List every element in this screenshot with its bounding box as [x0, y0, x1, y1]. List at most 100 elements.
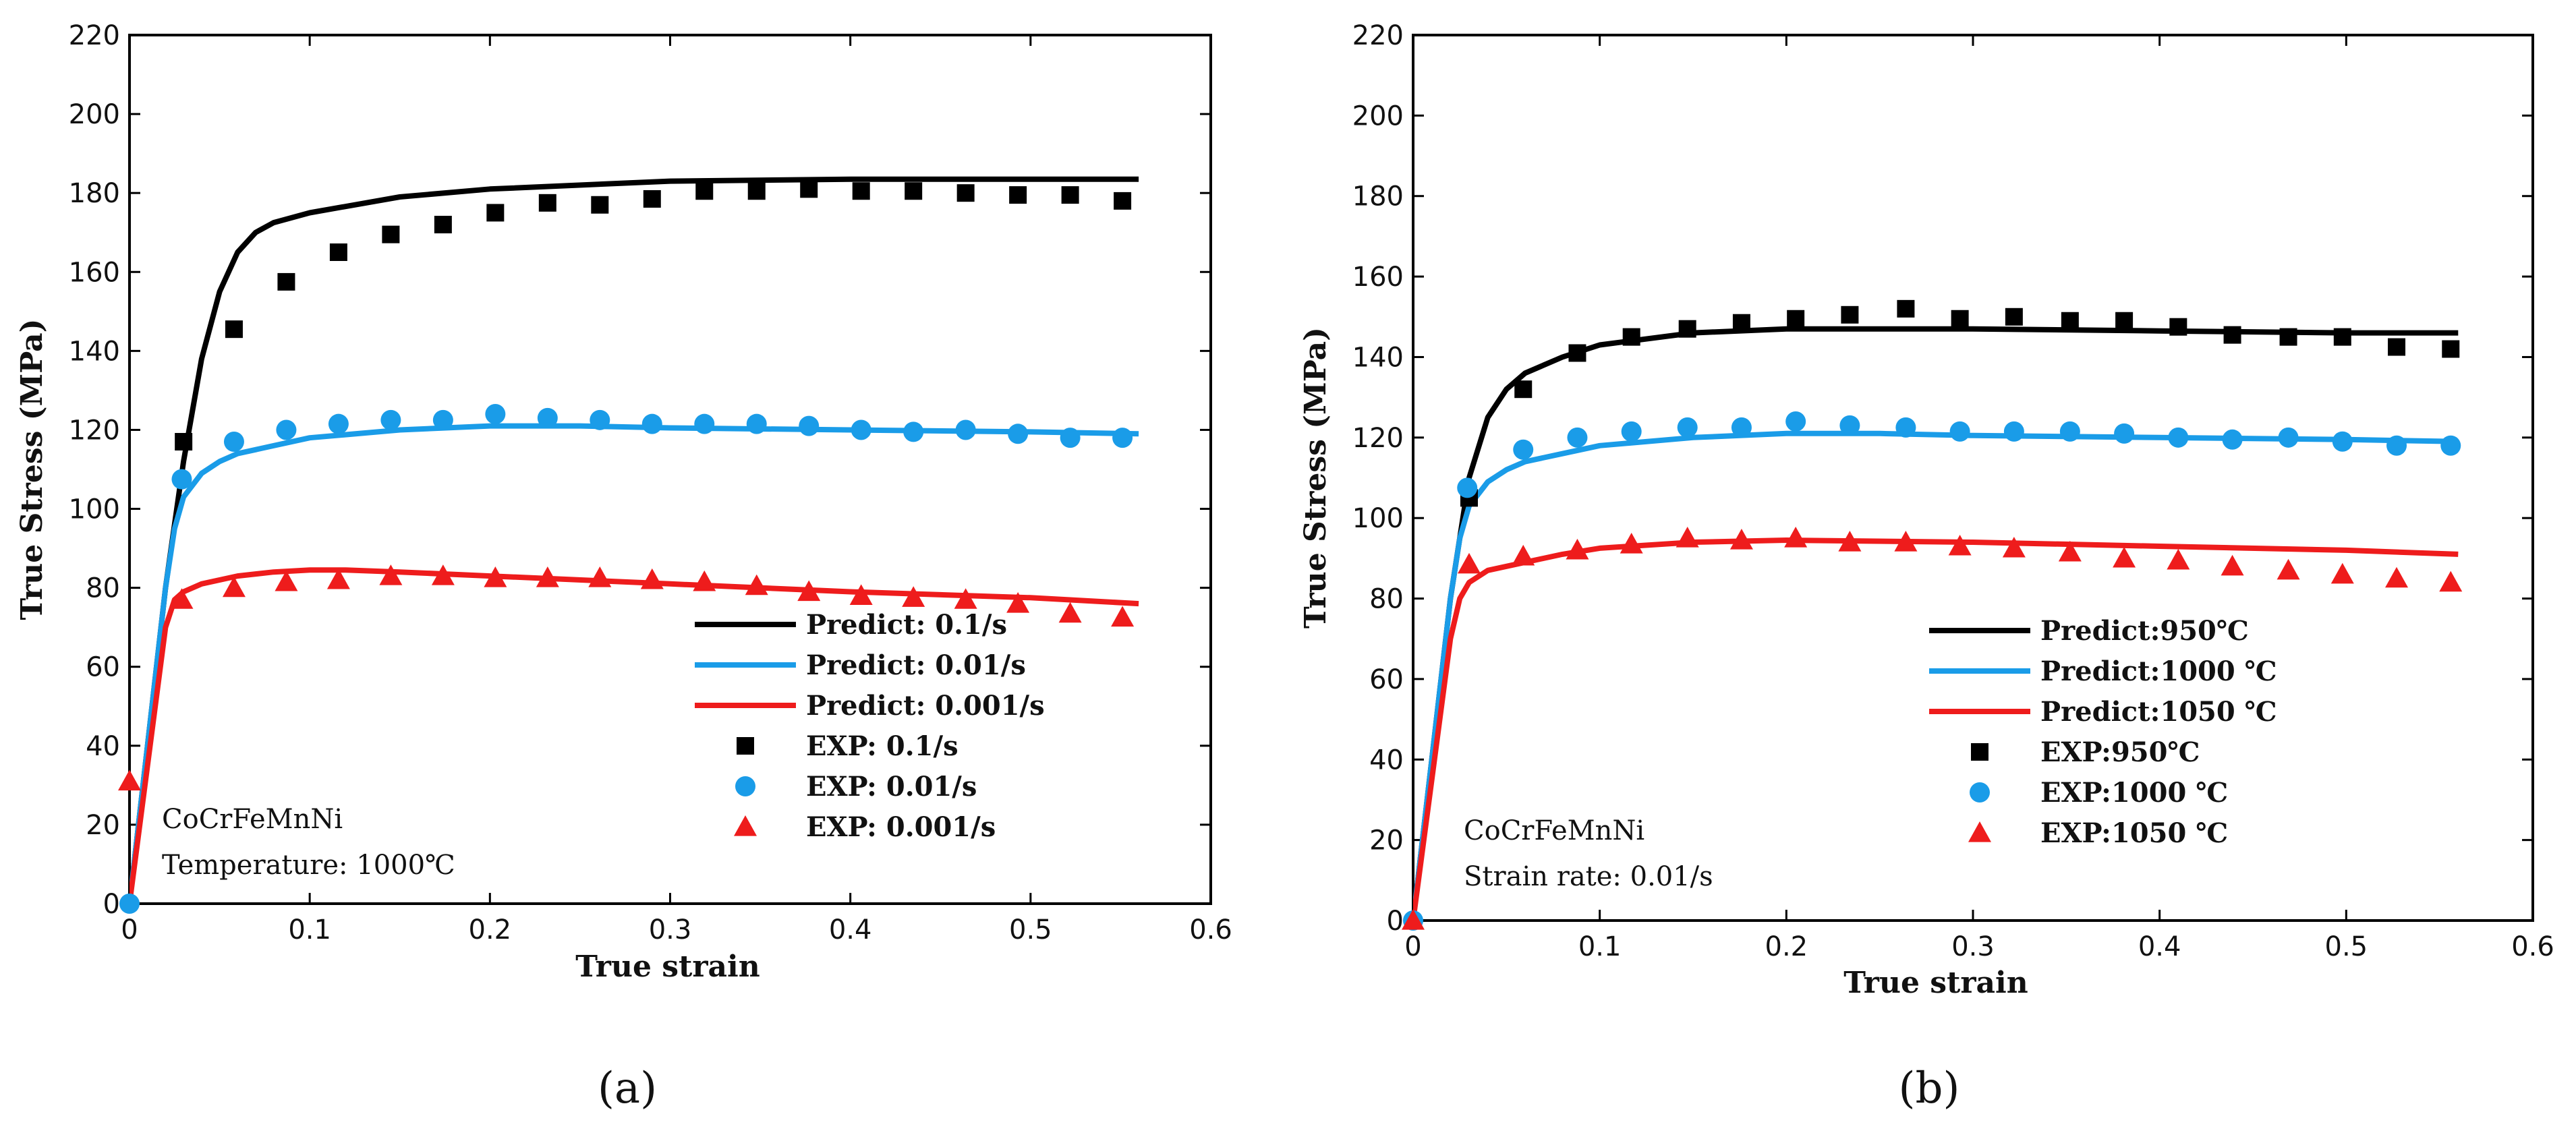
- legend-label: Predict:1000 ℃: [2040, 655, 2277, 687]
- data-point: [1621, 421, 1642, 442]
- data-point: [1678, 320, 1696, 338]
- x-tick-label: 0.4: [2138, 931, 2181, 962]
- annotation: CoCrFeMnNi: [162, 804, 343, 835]
- data-point: [849, 584, 873, 605]
- data-point: [434, 216, 452, 234]
- data-point: [326, 568, 350, 589]
- data-point: [1622, 328, 1640, 346]
- data-point: [954, 588, 977, 609]
- y-tick-label: 180: [69, 178, 120, 209]
- data-point: [1948, 534, 1972, 556]
- x-tick-label: 0.1: [1578, 931, 1622, 962]
- data-point: [2440, 435, 2461, 456]
- legend: Predict:950℃ Predict:1000 ℃ Predict:1050 ℃…: [1929, 615, 2277, 849]
- legend-label: EXP:1050 ℃: [2040, 817, 2228, 849]
- series-line: [1413, 430, 2459, 921]
- data-point: [2058, 540, 2082, 562]
- y-tick-label: 220: [69, 20, 120, 51]
- series-5: [118, 564, 1135, 791]
- data-point: [1568, 344, 1586, 362]
- data-point: [1402, 909, 1425, 930]
- x-axis-label: True strain: [1843, 966, 2028, 1000]
- data-point: [1058, 602, 1082, 623]
- data-point: [1061, 186, 1079, 204]
- data-point: [379, 564, 403, 585]
- data-point: [2386, 435, 2407, 456]
- data-point: [1951, 310, 1969, 328]
- data-point: [2385, 566, 2409, 588]
- data-point: [2167, 548, 2190, 570]
- data-point: [797, 580, 821, 602]
- annotation: Temperature: 1000℃: [162, 850, 455, 881]
- data-point: [591, 196, 609, 214]
- data-point: [380, 409, 401, 430]
- x-tick-label: 0.5: [2325, 931, 2368, 962]
- data-point: [693, 570, 716, 591]
- data-point: [1009, 186, 1027, 204]
- legend-label: Predict: 0.01/s: [806, 649, 1026, 681]
- series-4: [119, 404, 1133, 914]
- data-point: [431, 564, 455, 585]
- panel-caption: (a): [598, 1063, 657, 1113]
- data-point: [2333, 328, 2351, 346]
- data-point: [536, 566, 559, 587]
- y-tick-label: 120: [1352, 423, 1404, 454]
- data-point: [1006, 592, 1030, 613]
- y-tick-label: 180: [1352, 181, 1404, 212]
- y-tick-label: 160: [1352, 262, 1404, 293]
- legend-label: Predict: 0.1/s: [806, 609, 1007, 641]
- x-tick-label: 0.6: [1189, 914, 1232, 945]
- data-point: [2278, 427, 2299, 448]
- data-point: [956, 184, 975, 202]
- data-point: [1838, 530, 1862, 552]
- series-2: [1413, 537, 2459, 921]
- data-point: [694, 413, 715, 434]
- data-point: [851, 419, 871, 440]
- data-point: [1620, 532, 1643, 554]
- series-5: [1402, 527, 2463, 930]
- legend-swatch: [1968, 821, 1991, 842]
- annotation: Strain rate: 0.01/s: [1464, 861, 1713, 892]
- data-point: [171, 469, 192, 490]
- data-point: [1567, 427, 1588, 448]
- data-point: [640, 568, 664, 589]
- data-point: [1513, 439, 1534, 460]
- x-tick-label: 0.3: [649, 914, 692, 945]
- data-point: [2114, 423, 2135, 444]
- legend-swatch: [1970, 782, 1990, 803]
- data-point: [2115, 312, 2134, 330]
- data-point: [538, 194, 556, 212]
- data-point: [745, 574, 768, 595]
- data-point: [2388, 338, 2406, 356]
- data-point: [2277, 558, 2300, 580]
- legend-swatch: [734, 815, 757, 836]
- data-point: [2002, 536, 2026, 558]
- data-point: [1895, 417, 1916, 438]
- data-point: [329, 243, 347, 261]
- data-point: [955, 419, 976, 440]
- x-tick-label: 0.2: [469, 914, 512, 945]
- data-point: [275, 570, 298, 591]
- y-tick-label: 100: [1352, 503, 1404, 534]
- panel-caption: (b): [1899, 1063, 1960, 1113]
- legend-label: EXP: 0.1/s: [806, 730, 958, 762]
- data-point: [2332, 431, 2353, 452]
- series-1: [1413, 430, 2459, 921]
- legend-swatch: [737, 737, 754, 755]
- legend-label: EXP:1000 ℃: [2040, 777, 2228, 809]
- legend-label: Predict:950℃: [2040, 615, 2249, 647]
- x-tick-label: 0.6: [2511, 931, 2554, 962]
- data-point: [222, 576, 246, 597]
- series-1: [130, 423, 1139, 904]
- data-point: [1894, 530, 1918, 552]
- data-point: [747, 182, 766, 200]
- data-point: [1008, 424, 1029, 444]
- y-tick-label: 160: [69, 257, 120, 288]
- y-tick-label: 200: [69, 99, 120, 130]
- data-point: [641, 413, 662, 434]
- data-point: [1677, 417, 1698, 438]
- data-point: [1839, 415, 1860, 436]
- data-point: [1458, 552, 1481, 574]
- data-point: [2439, 571, 2463, 592]
- x-tick-label: 0.2: [1765, 931, 1808, 962]
